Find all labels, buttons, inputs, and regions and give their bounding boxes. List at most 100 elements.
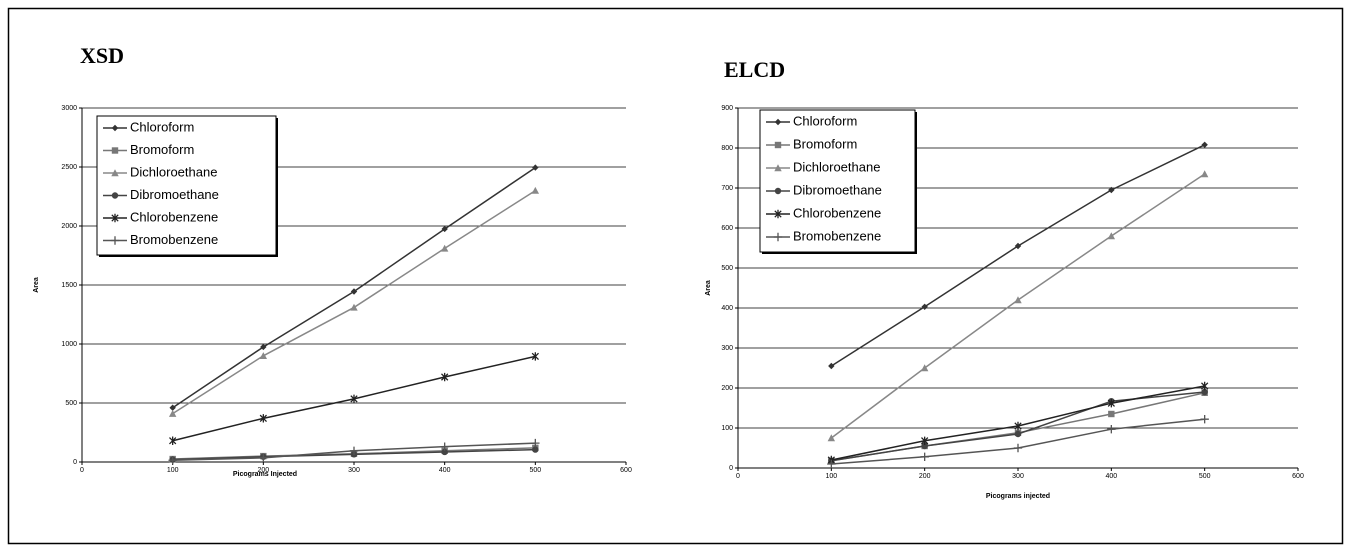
legend-label: Dichloroethane	[793, 159, 880, 174]
x-axis-label: Picograms Injected	[233, 471, 297, 478]
marker	[1200, 170, 1209, 178]
x-tick-label: 100	[167, 467, 179, 474]
y-tick-label: 300	[721, 345, 733, 352]
frame	[7, 7, 1344, 545]
x-tick-label: 500	[1199, 473, 1211, 480]
y-tick-label: 3000	[61, 105, 77, 112]
marker	[259, 352, 268, 359]
x-tick-label: 400	[439, 467, 451, 474]
chart-title: XSD	[80, 43, 124, 68]
marker	[921, 436, 929, 445]
marker	[1107, 425, 1116, 434]
marker	[349, 446, 359, 455]
legend-marker	[111, 124, 119, 132]
marker	[921, 303, 928, 310]
marker	[260, 343, 267, 351]
x-tick-label: 500	[529, 467, 541, 474]
marker	[440, 244, 449, 252]
x-tick-label: 300	[348, 467, 360, 474]
marker	[1108, 186, 1115, 194]
legend-label: Dichloroethane	[130, 164, 217, 179]
marker	[259, 414, 267, 423]
legend-label: Bromoform	[130, 142, 194, 157]
marker	[441, 448, 448, 456]
legend-marker	[774, 164, 782, 172]
marker	[1201, 381, 1209, 391]
x-tick-label: 600	[620, 467, 632, 474]
legend-label: Bromobenzene	[793, 228, 881, 243]
marker	[1014, 296, 1022, 304]
y-tick-label: 1000	[61, 341, 77, 348]
marker	[1013, 443, 1023, 453]
marker	[827, 434, 836, 442]
x-tick-label: 100	[825, 473, 837, 480]
legend-marker	[774, 209, 782, 219]
x-tick-label: 200	[919, 473, 931, 480]
legend-marker	[111, 147, 119, 154]
y-tick-label: 0	[729, 465, 733, 472]
marker	[441, 372, 449, 382]
y-tick-label: 700	[721, 185, 733, 192]
legend-marker	[774, 141, 782, 149]
legend-label: Chlorobenzene	[130, 209, 218, 224]
y-axis-label: Area	[705, 280, 712, 296]
y-tick-label: 100	[721, 425, 733, 432]
x-tick-label: 600	[1292, 473, 1304, 480]
y-tick-label: 900	[721, 105, 733, 112]
marker	[1200, 415, 1209, 424]
y-tick-label: 600	[721, 225, 733, 232]
marker	[1201, 388, 1208, 396]
marker	[1014, 421, 1022, 431]
marker	[441, 225, 448, 233]
y-tick-label: 1500	[61, 282, 77, 289]
marker	[920, 364, 929, 372]
legend-label: Chloroform	[793, 113, 857, 128]
x-tick-label: 0	[80, 467, 84, 474]
marker	[259, 453, 268, 463]
x-tick-label: 300	[1012, 473, 1024, 480]
x-axis-label: Picograms injected	[986, 493, 1050, 500]
legend-box	[96, 115, 277, 256]
marker	[168, 409, 177, 417]
legend-label: Bromobenzene	[130, 232, 218, 247]
marker	[169, 436, 177, 445]
y-tick-label: 200	[721, 385, 733, 392]
marker	[350, 288, 358, 295]
marker	[532, 446, 539, 453]
legend-marker	[774, 118, 782, 126]
legend-label: Bromoform	[793, 136, 857, 151]
marker	[440, 442, 449, 451]
y-axis-label: Area	[33, 277, 40, 293]
x-tick-label: 400	[1105, 473, 1117, 480]
y-tick-label: 500	[65, 400, 77, 407]
legend-box	[759, 109, 916, 253]
legend-marker	[111, 192, 119, 199]
legend-marker	[110, 236, 120, 245]
legend-label: Dibromoethane	[793, 182, 882, 197]
marker	[531, 186, 540, 194]
legend-label: Chloroform	[130, 119, 194, 134]
marker	[168, 456, 177, 465]
marker	[920, 452, 929, 461]
marker	[1201, 141, 1208, 148]
y-tick-label: 2000	[61, 223, 77, 230]
legend-marker	[111, 213, 119, 223]
legend-marker	[773, 232, 783, 242]
marker	[828, 362, 835, 370]
x-tick-label: 200	[257, 467, 269, 474]
marker	[1107, 399, 1115, 408]
y-tick-label: 800	[721, 145, 733, 152]
y-tick-label: 2500	[61, 164, 77, 171]
marker	[169, 404, 176, 411]
chart-title: ELCD	[724, 57, 785, 82]
marker	[531, 352, 539, 361]
marker	[1014, 430, 1022, 438]
y-tick-label: 400	[721, 305, 733, 312]
marker	[827, 459, 836, 469]
legend-label: Dibromoethane	[130, 187, 219, 202]
marker	[1107, 232, 1116, 240]
marker	[350, 303, 358, 311]
marker	[921, 442, 928, 450]
marker	[532, 164, 539, 171]
